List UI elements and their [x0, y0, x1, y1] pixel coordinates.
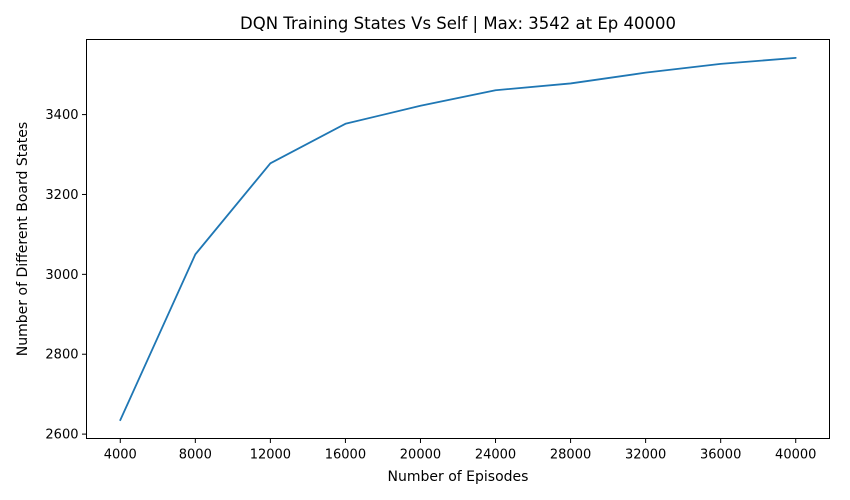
x-axis-label: Number of Episodes — [388, 469, 529, 485]
x-tick-label: 28000 — [550, 448, 591, 463]
plot-area: 4000 8000 12000 16000 20000 24000 28000 32000 36… — [45, 39, 830, 463]
series-line — [119, 56, 797, 422]
x-tick-label: 12000 — [250, 448, 291, 463]
axes-frame — [86, 39, 830, 439]
x-tick-label: 20000 — [400, 448, 441, 463]
series-layer — [119, 56, 797, 422]
y-tick-label: 3000 — [45, 268, 78, 283]
y-tick-label: 2800 — [45, 348, 78, 363]
y-tick-label: 3400 — [45, 108, 78, 123]
y-tick-label: 2600 — [45, 428, 78, 443]
x-tick-label: 4000 — [104, 448, 137, 463]
chart-title: DQN Training States Vs Self | Max: 3542 … — [240, 14, 676, 33]
x-tick-label: 8000 — [179, 448, 212, 463]
x-tick-label: 16000 — [325, 448, 366, 463]
x-tick-label: 24000 — [475, 448, 516, 463]
y-axis-label: Number of Different Board States — [15, 122, 31, 356]
y-axis-ticks: 2600 2800 3000 3200 3400 — [45, 108, 87, 443]
x-tick-label: 36000 — [700, 448, 741, 463]
x-tick-label: 40000 — [775, 448, 816, 463]
y-tick-label: 3200 — [45, 188, 78, 203]
x-axis-ticks: 4000 8000 12000 16000 20000 24000 28000 32000 36… — [104, 438, 816, 463]
x-tick-label: 32000 — [625, 448, 666, 463]
